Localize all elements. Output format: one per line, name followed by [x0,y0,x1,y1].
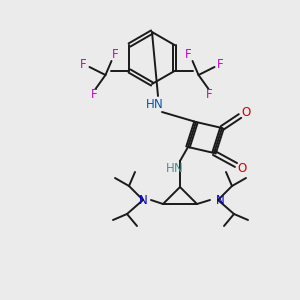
Text: F: F [112,49,119,62]
Text: O: O [237,161,247,175]
Text: H: H [166,163,174,176]
Text: F: F [91,88,98,101]
Text: F: F [206,88,213,101]
Text: N: N [216,194,224,206]
Text: F: F [217,58,224,71]
Text: F: F [185,49,192,62]
Text: H: H [146,98,154,110]
Text: N: N [139,194,147,206]
Text: N: N [174,163,182,176]
Text: N: N [154,98,162,110]
Text: O: O [242,106,250,119]
Text: F: F [80,58,87,71]
